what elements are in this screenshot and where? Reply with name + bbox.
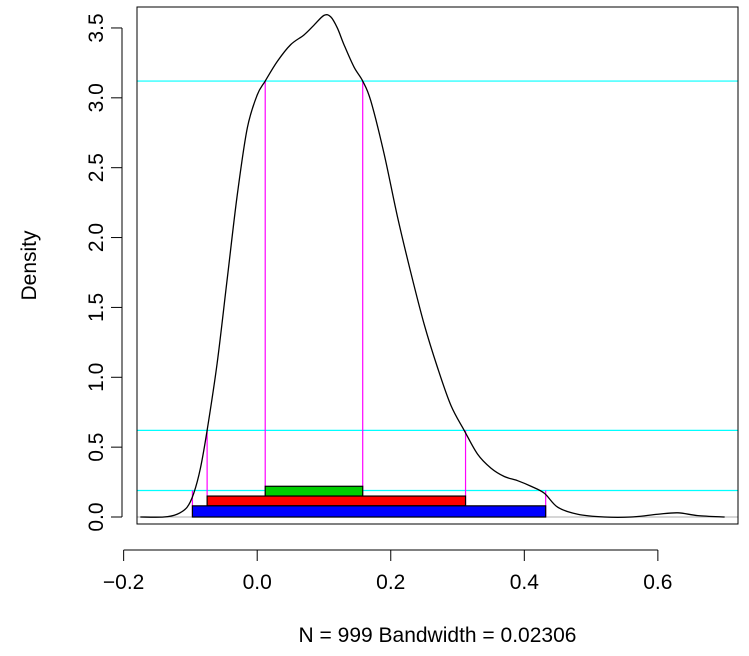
vertical-reference-lines xyxy=(191,81,547,518)
x-tick-label-2: 0.2 xyxy=(376,571,405,594)
interval-bar-0 xyxy=(264,485,364,497)
horizontal-reference-lines xyxy=(137,80,738,518)
x-tick-label-4: 0.6 xyxy=(643,571,672,594)
x-tick-label-1: 0.0 xyxy=(243,571,272,594)
x-tick-label-0: −0.2 xyxy=(103,571,144,594)
y-tick-label-6: 3.0 xyxy=(85,83,108,112)
x-tick-label-3: 0.4 xyxy=(510,571,540,594)
y-tick-label-4: 2.0 xyxy=(85,223,108,252)
y-tick-label-7: 3.5 xyxy=(85,13,108,42)
plot-frame xyxy=(136,6,739,525)
y-tick-label-5: 2.5 xyxy=(85,153,108,182)
x-axis: −0.2 0.0 0.2 0.4 0.6 xyxy=(103,549,672,594)
x-axis-label: N = 999 Bandwidth = 0.02306 xyxy=(299,624,577,647)
density-curve-0 xyxy=(140,14,725,519)
y-axis: 0.0 0.5 1.0 1.5 2.0 2.5 3.0 3.5 xyxy=(85,13,123,532)
y-tick-label-3: 1.5 xyxy=(85,293,108,322)
interval-bars xyxy=(191,485,547,518)
interval-bar-2 xyxy=(191,505,547,518)
y-tick-label-2: 1.0 xyxy=(85,363,108,392)
density-curves xyxy=(140,14,725,519)
y-axis-label: Density xyxy=(18,230,41,301)
y-tick-label-1: 0.5 xyxy=(85,433,108,462)
y-tick-label-0: 0.0 xyxy=(85,502,108,531)
interval-bar-1 xyxy=(206,495,467,507)
